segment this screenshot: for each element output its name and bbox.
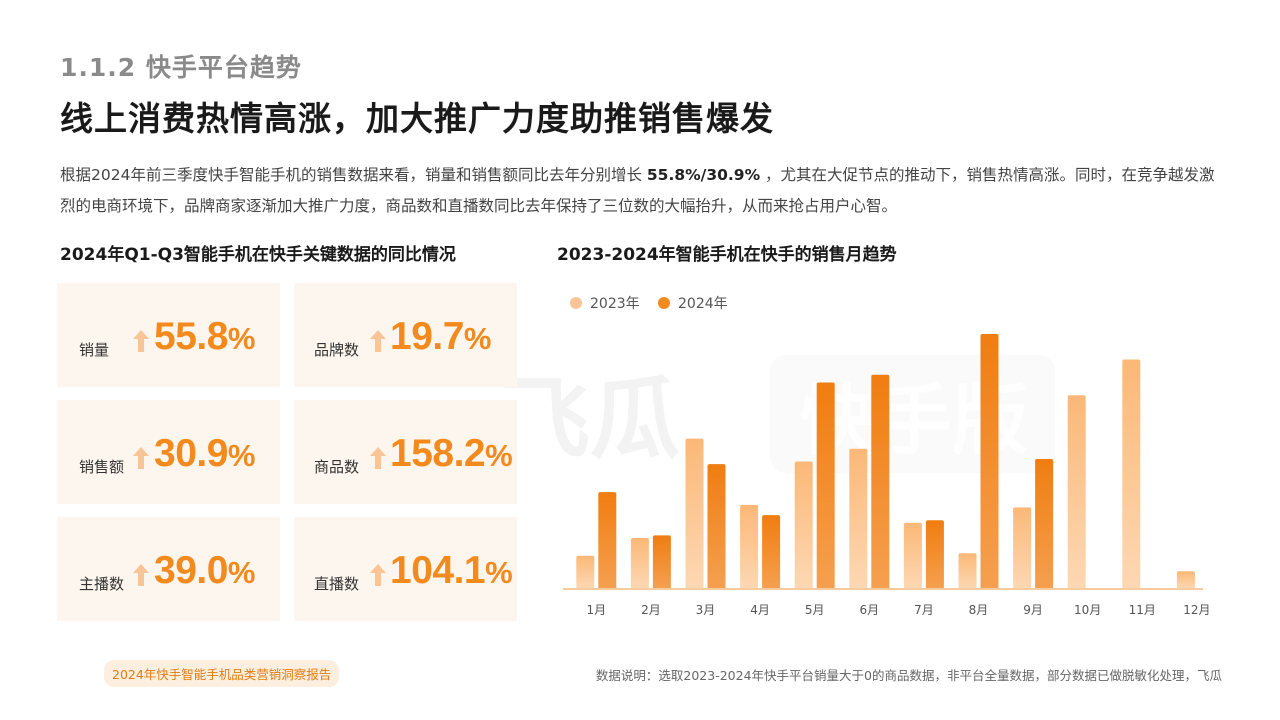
bar-2023-1 [576, 555, 595, 589]
kpi-value: 55.8% [154, 315, 255, 358]
legend-label: 2023年 [590, 296, 640, 312]
kpi-label: 销量 [79, 341, 110, 359]
kpi-card-sales-volume: 销量 55.8% [57, 283, 280, 387]
kpi-card-anchor-count: 主播数 39.0% [57, 517, 280, 621]
x-tick-label: 9月 [1023, 603, 1043, 617]
intro-highlight: 55.8%/30.9% [646, 166, 761, 184]
bar-2024-3 [707, 464, 726, 589]
x-tick-label: 11月 [1129, 603, 1156, 617]
kpi-label: 商品数 [314, 458, 360, 476]
data-source-note: 数据说明：选取2023-2024年快手平台销量大于0的商品数据，非平台全量数据，… [595, 668, 1222, 683]
legend-label: 2024年 [678, 296, 728, 312]
bar-2023-8 [958, 553, 977, 589]
bar-2023-3 [685, 438, 704, 589]
bar-2024-9 [1035, 459, 1054, 589]
x-tick-label: 3月 [696, 603, 716, 617]
x-tick-label: 7月 [914, 603, 934, 617]
bar-2023-4 [740, 504, 759, 589]
kpi-value: 104.1% [390, 549, 513, 592]
kpi-label: 销售额 [79, 458, 125, 476]
bar-2024-4 [762, 515, 781, 589]
kpi-card-livestream-count: 直播数 104.1% [294, 517, 517, 621]
bar-2023-12 [1176, 571, 1195, 589]
up-arrow-icon [370, 447, 386, 469]
bar-2024-7 [925, 520, 944, 589]
x-tick-label: 6月 [859, 603, 879, 617]
legend-dot [658, 297, 670, 309]
report-name-tag: 2024年快手智能手机品类营销洞察报告 [104, 660, 340, 687]
bar-2023-2 [630, 538, 649, 589]
x-tick-label: 4月 [750, 603, 770, 617]
chart-title: 2023-2024年智能手机在快手的销售月趋势 [557, 245, 897, 265]
page-title: 线上消费热情高涨，加大推广力度助推销售爆发 [60, 99, 774, 138]
up-arrow-icon [133, 564, 149, 586]
monthly-sales-bar-chart: 1月 2月 3月 4月 5月 6月 7月 8月 9月 10月 11月 12月 [563, 334, 1211, 617]
bar-2024-6 [871, 374, 890, 589]
x-tick-label: 2月 [641, 603, 661, 617]
kpi-value: 30.9% [154, 432, 255, 475]
kpi-value: 39.0% [154, 549, 255, 592]
bar-2023-5 [794, 461, 813, 589]
bar-2023-7 [903, 522, 922, 589]
kpi-label: 直播数 [314, 575, 360, 593]
kpi-value: 158.2% [390, 432, 513, 475]
bar-2023-6 [849, 448, 868, 590]
kpi-label: 品牌数 [314, 341, 360, 359]
kpi-card-brand-count: 品牌数 19.7% [294, 283, 517, 387]
bar-2024-2 [652, 535, 671, 589]
kpi-section-title: 2024年Q1-Q3智能手机在快手关键数据的同比情况 [60, 245, 456, 265]
bar-2023-10 [1067, 395, 1086, 589]
x-tick-label: 10月 [1074, 603, 1101, 617]
bar-2024-8 [980, 334, 999, 589]
kpi-card-sales-amount: 销售额 30.9% [57, 400, 280, 504]
intro-paragraph: 根据2024年前三季度快手智能手机的销售数据来看，销量和销售额同比去年分别增长 … [60, 160, 1225, 222]
x-tick-label: 8月 [969, 603, 989, 617]
up-arrow-icon [370, 330, 386, 352]
kpi-value: 19.7% [390, 315, 491, 358]
x-tick-label: 5月 [805, 603, 825, 617]
up-arrow-icon [370, 564, 386, 586]
kpi-label: 主播数 [79, 575, 125, 593]
bar-2023-11 [1122, 359, 1141, 589]
kpi-card-product-count: 商品数 158.2% [294, 400, 517, 504]
up-arrow-icon [133, 447, 149, 469]
section-label: 1.1.2 快手平台趋势 [60, 53, 302, 82]
bar-2024-1 [598, 492, 617, 589]
intro-text-before: 根据2024年前三季度快手智能手机的销售数据来看，销量和销售额同比去年分别增长 [60, 166, 647, 184]
x-tick-label: 12月 [1183, 603, 1210, 617]
bar-2023-9 [1013, 507, 1032, 589]
bar-2024-5 [816, 382, 835, 589]
legend-dot [570, 297, 582, 309]
up-arrow-icon [133, 330, 149, 352]
x-tick-label: 1月 [586, 603, 606, 617]
intro-text-after: ，尤其在大促节点的推动下，销售热情高涨。同时，在竞争越发激烈的电商环境下，品牌商… [60, 166, 1215, 215]
